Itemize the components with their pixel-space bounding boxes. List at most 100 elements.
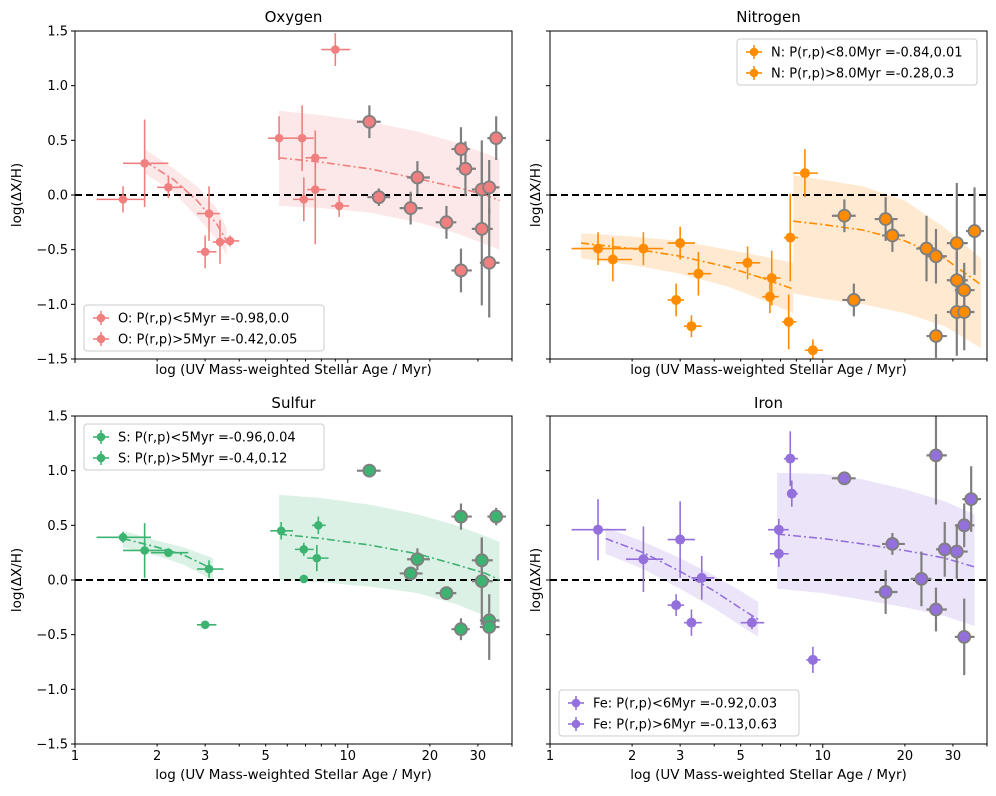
legend-marker [96, 334, 106, 344]
data-point [607, 254, 618, 265]
data-point [949, 273, 964, 288]
data-point [773, 524, 784, 535]
data-point [957, 305, 972, 319]
data-point [164, 548, 173, 557]
data-point [454, 142, 468, 156]
x-axis-label: log (UV Mass-weighted Stellar Age / Myr) [155, 767, 432, 783]
legend-label: Fe: P(r,p)>6Myr =-0.13,0.63 [593, 718, 777, 733]
panel-iron: 1 2 3 5 10 20 30 Iron log (UV Mass-weighted Stel… [528, 394, 988, 783]
panel-oxygen: −1.5 −1.0 −0.5 0.0 0.5 1.0 1.5 Oxygen log (UV Ma… [9, 8, 513, 378]
data-point [314, 521, 323, 530]
data-point [593, 243, 604, 254]
y-tick-label: −0.5 [36, 243, 68, 258]
data-point [878, 212, 893, 226]
data-point [454, 622, 468, 637]
data-point [299, 195, 309, 204]
data-point [403, 201, 418, 216]
data-point [675, 534, 686, 545]
legend-label: O: P(r,p)>5Myr =-0.42,0.05 [118, 333, 297, 348]
data-point [482, 620, 497, 634]
data-point [949, 544, 964, 559]
y-axis-label: log(ΔX/H) [9, 163, 25, 227]
data-point [807, 654, 818, 665]
legend: N: P(r,p)<8.0Myr =-0.84,0.01 N: P(r,p)>8.… [736, 38, 978, 86]
data-point [837, 208, 852, 223]
data-point [204, 564, 214, 574]
fit-line [605, 537, 759, 621]
x-tick-label: 30 [945, 749, 962, 764]
y-tick-label: 1.5 [47, 25, 68, 40]
legend-marker [96, 313, 106, 323]
legend-label: Fe: P(r,p)<6Myr =-0.92,0.03 [593, 697, 777, 712]
data-point [929, 602, 943, 617]
legend: O: P(r,p)<5Myr =-0.98,0.0 O: P(r,p)>5Myr … [83, 304, 325, 352]
y-tick-label: 1.0 [47, 79, 68, 94]
panel-title: Iron [754, 394, 783, 412]
data-point [785, 453, 796, 464]
y-tick-label: 1.0 [47, 464, 68, 479]
data-point [299, 574, 309, 584]
data-point [799, 168, 810, 179]
legend-label: N: P(r,p)<8.0Myr =-0.84,0.01 [771, 46, 963, 61]
legend-box [736, 38, 978, 86]
data-point [489, 131, 504, 146]
data-point [593, 524, 604, 535]
confidence-band [581, 233, 794, 314]
panel-sulfur: −1.5 −1.0 −0.5 0.0 0.5 1.0 1.5 1 2 3 5 10 20 30 Sulfur… [9, 394, 513, 783]
legend-marker [96, 432, 106, 442]
data-point [439, 215, 454, 230]
x-tick-label: 5 [262, 749, 270, 764]
x-axis-label: log (UV Mass-weighted Stellar Age / Myr) [630, 767, 907, 783]
confidence-band [793, 175, 981, 349]
panel-title: Oxygen [265, 8, 323, 26]
data-point [766, 273, 777, 284]
y-axis-label: log(ΔX/H) [528, 548, 544, 612]
data-point [783, 316, 794, 327]
data-point [454, 263, 468, 278]
data-point [454, 509, 468, 524]
legend-label: O: P(r,p)<5Myr =-0.98,0.0 [118, 312, 289, 327]
legend-marker [749, 47, 759, 57]
data-point [693, 268, 704, 279]
data-point [671, 294, 682, 305]
data-point [937, 542, 952, 557]
x-tick-label: 1 [71, 749, 79, 764]
plot-area [550, 416, 987, 676]
y-tick-label: 0.0 [47, 189, 68, 204]
data-point [686, 321, 697, 332]
plot-area [75, 33, 512, 318]
data-point [638, 554, 649, 565]
x-axis-label: log (UV Mass-weighted Stellar Age / Myr) [155, 362, 432, 378]
data-point [878, 585, 893, 599]
data-point [330, 45, 340, 54]
legend-label: S: P(r,p)<5Myr =-0.96,0.04 [118, 431, 296, 446]
data-point [118, 533, 128, 542]
y-tick-label: 0.5 [47, 134, 68, 149]
y-axis-label: log(ΔX/H) [9, 548, 25, 612]
data-point [458, 161, 473, 176]
y-tick-label: 1.5 [47, 410, 68, 425]
data-point [929, 329, 943, 343]
data-point [773, 548, 784, 559]
data-point [439, 586, 454, 601]
y-tick-label: −1.5 [36, 353, 68, 368]
y-tick-label: 0.5 [47, 519, 68, 534]
data-point [764, 291, 775, 302]
panel-title: Sulfur [271, 394, 316, 412]
data-point [276, 526, 286, 536]
data-point [362, 463, 377, 478]
x-tick-label: 20 [897, 749, 914, 764]
legend-label: S: P(r,p)>5Myr =-0.4,0.12 [118, 452, 287, 467]
y-axis-label: log(ΔX/H) [528, 163, 544, 227]
y-tick-label: 0.0 [47, 574, 68, 589]
x-tick-label: 30 [470, 749, 487, 764]
x-tick-label: 10 [815, 749, 832, 764]
legend: S: P(r,p)<5Myr =-0.96,0.04 S: P(r,p)>5Myr… [83, 423, 325, 471]
data-point [403, 566, 418, 581]
data-point [482, 180, 497, 195]
data-point [215, 237, 225, 247]
x-tick-label: 2 [628, 749, 636, 764]
data-point [949, 236, 964, 251]
data-point [837, 471, 852, 486]
data-point [885, 228, 900, 243]
